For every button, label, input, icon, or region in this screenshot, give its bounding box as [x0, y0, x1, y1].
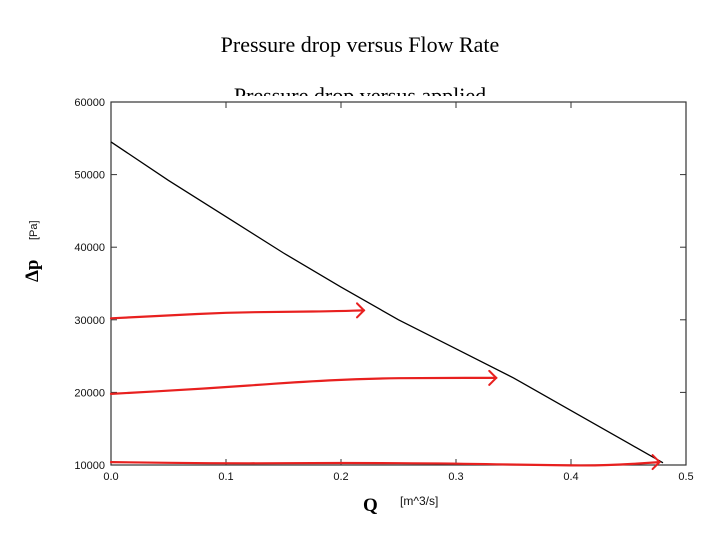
x-axis-unit: [m^3/s] [400, 494, 438, 508]
x-axis-label: Q [363, 495, 378, 516]
slide-title: Pressure drop versus Flow Rate [220, 32, 500, 57]
y-tick-label-1: 20000 [74, 387, 105, 399]
red-arrow-0 [109, 309, 366, 320]
subtitle-partial-text: Pressure drop versus applied [233, 83, 487, 97]
x-tick-label-0: 0.0 [103, 471, 118, 483]
x-tick-label-5: 0.5 [678, 471, 693, 483]
y-axis-label: Δp [22, 260, 43, 282]
red-arrow-head-1 [488, 369, 498, 386]
red-arrow-2 [109, 461, 661, 467]
y-tick-label-2: 30000 [74, 315, 105, 327]
x-tick-label-4: 0.4 [563, 471, 578, 483]
y-tick-label-4: 50000 [74, 170, 105, 182]
red-arrow-head-0 [356, 302, 366, 319]
x-tick-label-2: 0.2 [333, 471, 348, 483]
red-arrow-1 [109, 376, 498, 395]
red-arrow-head-2 [651, 454, 661, 471]
x-tick-label-3: 0.3 [448, 471, 463, 483]
y-tick-label-0: 10000 [74, 460, 105, 472]
y-axis-unit: [Pa] [28, 220, 40, 240]
x-tick-label-1: 0.1 [218, 471, 233, 483]
subtitle-clipped: Pressure drop versus applied [0, 80, 720, 97]
y-tick-label-5: 60000 [74, 97, 105, 109]
series-line-0 [110, 141, 664, 464]
plot-frame [110, 101, 687, 466]
y-tick-label-3: 40000 [74, 242, 105, 254]
